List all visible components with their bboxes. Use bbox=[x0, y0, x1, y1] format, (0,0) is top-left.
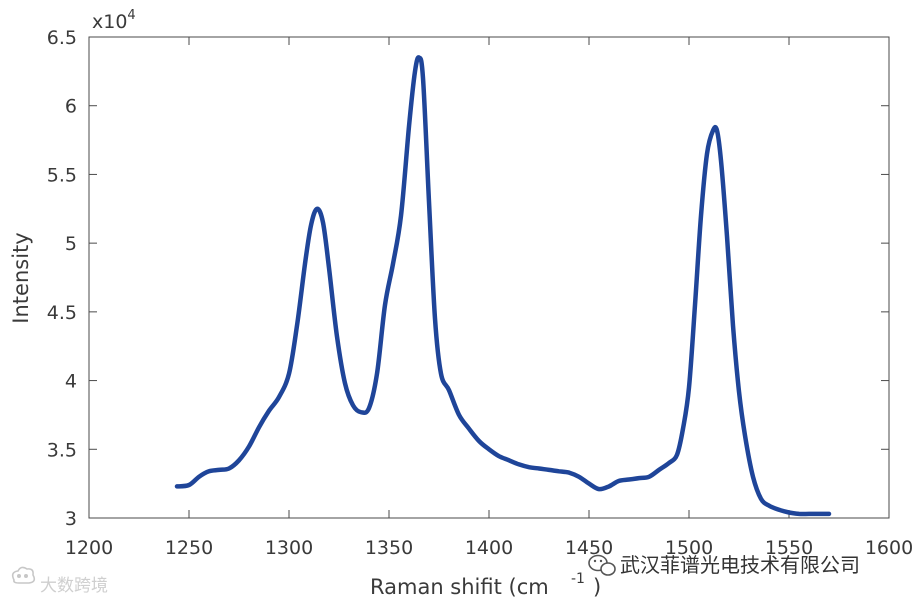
x-tick-label: 1400 bbox=[465, 537, 513, 559]
y-tick-label: 4.5 bbox=[47, 302, 77, 324]
watermark-left: 大数跨境 bbox=[11, 566, 108, 596]
x-axis-title: Raman shifit (cm -1) bbox=[370, 571, 601, 599]
x-tick-label: 1350 bbox=[365, 537, 413, 559]
y-tick-label: 3.5 bbox=[47, 439, 77, 461]
watermark-logo-icon bbox=[11, 566, 36, 584]
y-tick-label: 6.5 bbox=[47, 27, 77, 49]
x-tick-label: 1300 bbox=[265, 537, 313, 559]
y-axis-ticks: 3 3.5 4 4.5 5 5.5 6 6.5 bbox=[47, 27, 889, 530]
watermark-right-text: 武汉菲谱光电技术有限公司 bbox=[620, 553, 860, 577]
plot-area bbox=[88, 36, 890, 519]
y-multiplier-label: x104 bbox=[92, 8, 136, 33]
y-tick-label: 6 bbox=[65, 96, 77, 118]
y-tick-label: 5 bbox=[65, 233, 77, 255]
x-tick-label: 1450 bbox=[565, 537, 613, 559]
x-tick-label: 1500 bbox=[665, 537, 713, 559]
x-axis-ticks: 1200 1250 1300 1350 1400 1450 1500 1550 1600 bbox=[65, 37, 913, 559]
wechat-icon bbox=[588, 554, 616, 576]
y-tick-label: 4 bbox=[65, 371, 77, 393]
series-line bbox=[174, 55, 832, 517]
y-tick-label: 3 bbox=[65, 508, 77, 530]
watermark-right: 武汉菲谱光电技术有限公司 bbox=[588, 553, 860, 577]
y-axis-title: Intensity bbox=[9, 232, 33, 323]
watermark-left-text: 大数跨境 bbox=[40, 576, 108, 596]
x-tick-label: 1550 bbox=[765, 537, 813, 559]
x-tick-label: 1200 bbox=[65, 537, 113, 559]
y-tick-label: 5.5 bbox=[47, 164, 77, 186]
x-tick-label: 1600 bbox=[865, 537, 913, 559]
x-tick-label: 1250 bbox=[165, 537, 213, 559]
